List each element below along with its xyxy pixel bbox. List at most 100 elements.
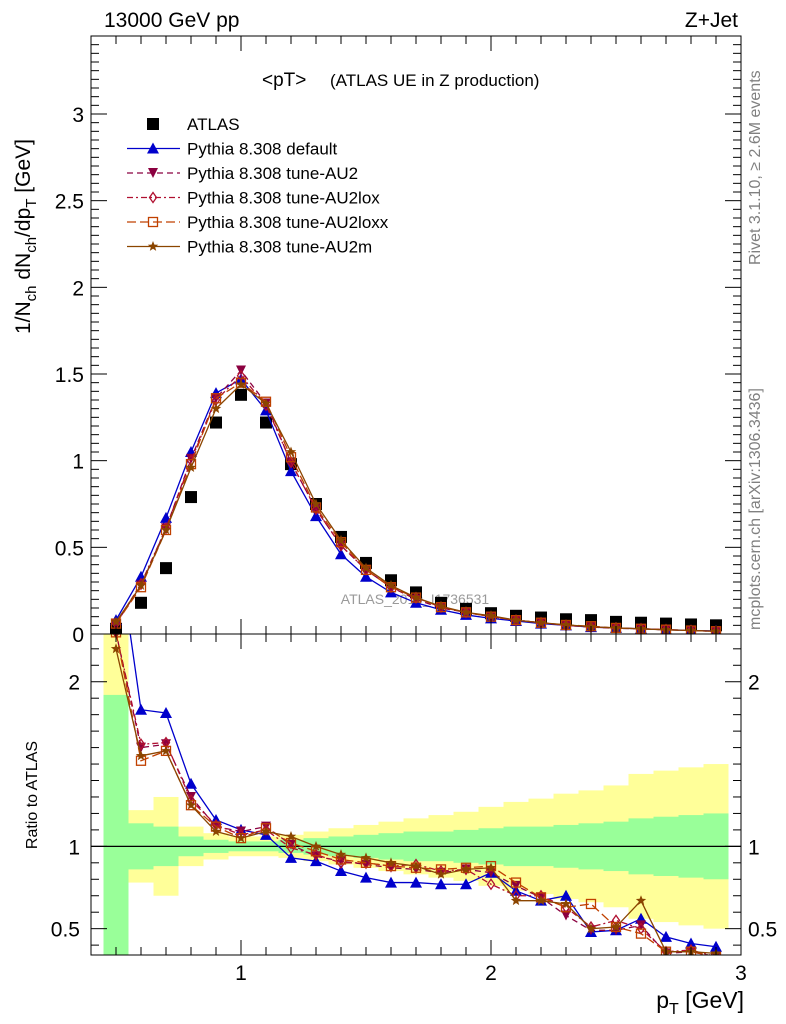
legend-marker-au2loxx (147, 216, 159, 228)
ratio-point-au2m (135, 750, 147, 761)
point-data (210, 416, 222, 429)
ratio-point-au2m (410, 860, 422, 871)
ratio-point-au2m (310, 840, 322, 851)
ratio-point-default (135, 703, 147, 715)
point-default (310, 510, 322, 522)
ratio-series-group (110, 528, 722, 955)
y-tick-label: 1 (72, 451, 84, 474)
mcplots-label: mcplots.cern.ch [arXiv:1306.3436] (747, 388, 764, 630)
ratio-point-au2 (236, 826, 246, 837)
y-label-part: [GeV] (12, 139, 35, 199)
legend-label-data: ATLAS (187, 115, 240, 134)
legend-marker-default (147, 142, 159, 154)
ratio-point-au2m (585, 923, 597, 934)
ratio-point-default (385, 876, 397, 888)
point-au2loxx (210, 393, 222, 404)
point-au2m (310, 498, 322, 509)
x-label-part: [GeV] (679, 987, 744, 1013)
ratio-point-default (685, 937, 697, 949)
point-default (360, 570, 372, 582)
ratio-y-tick-label-right: 0.5 (748, 919, 777, 942)
point-au2m (235, 378, 247, 389)
point-data (160, 562, 172, 575)
y-tick-label: 3 (72, 104, 84, 127)
ratio-point-au2loxx (510, 877, 522, 888)
ratio-y-tick-label: 0.5 (51, 919, 80, 942)
point-au2lox (286, 456, 296, 469)
legend-marker-data (147, 118, 159, 130)
ratio-point-au2lox (311, 848, 321, 861)
point-au2m (435, 600, 447, 611)
ratio-point-au2lox (686, 943, 696, 955)
legend-marker-au2m (147, 241, 159, 251)
ratio-point-au2m (535, 895, 547, 906)
point-au2m (410, 592, 422, 602)
legend-marker-au2 (148, 168, 158, 178)
y-tick-label: 2.5 (55, 191, 84, 214)
process-label: Z+Jet (685, 9, 738, 32)
legend: ATLAS Pythia 8.308 default Pythia 8.308 tu… (127, 115, 389, 257)
y-tick-label: 1.5 (55, 364, 84, 387)
point-au2m (460, 606, 472, 617)
y-label-subscript: T (23, 199, 40, 208)
y-label-subscript: ch (23, 237, 40, 253)
x-tick-label: 2 (485, 962, 497, 985)
ratio-point-au2m (560, 898, 572, 909)
y-label-subscript: ch (23, 285, 40, 301)
axes-group: 1 2 300.511.522.530.5 0.51 12 2 (51, 35, 777, 985)
ratio-point-au2m (460, 863, 472, 874)
point-default (285, 465, 297, 477)
legend-marker-au2lox (148, 191, 158, 204)
ratio-point-au2lox (486, 878, 496, 891)
main-y-axis-label: 1/Nch dNch/dpT [GeV] (12, 139, 40, 334)
ratio-point-au2lox (586, 920, 596, 934)
rivet-label: Rivet 3.1.10, ≥ 2.6M events (747, 70, 764, 265)
y-label-part: dN (12, 253, 35, 286)
point-au2m (335, 534, 347, 545)
ratio-point-au2 (636, 920, 646, 931)
ratio-point-default (360, 871, 372, 883)
point-au2m (135, 580, 147, 590)
ratio-point-au2m (510, 895, 522, 906)
ratio-point-au2loxx (585, 898, 597, 910)
ratio-point-au2lox (136, 738, 146, 751)
point-au2m (285, 446, 297, 457)
point-data (135, 596, 147, 609)
ratio-point-au2loxx (635, 928, 647, 939)
ratio-point-au2 (561, 910, 571, 921)
point-au2m (385, 580, 397, 590)
y-tick-label: 0 (72, 624, 84, 647)
point-default (335, 548, 347, 560)
legend-label-au2lox: Pythia 8.308 tune-AU2lox (187, 189, 380, 208)
point-au2lox (661, 623, 671, 634)
plot-title-main: <pT> (262, 70, 306, 91)
point-au2m (110, 616, 122, 627)
x-tick-label: 1 (235, 962, 247, 985)
ratio-point-default (560, 889, 572, 901)
ratio-y-tick-label-right: 1 (748, 836, 760, 859)
ratio-point-au2m (185, 799, 197, 810)
x-tick-label: 3 (735, 962, 747, 985)
point-au2m (485, 610, 497, 621)
ratio-point-au2lox (336, 856, 346, 869)
ratio-point-default (110, 528, 122, 539)
ratio-point-default (410, 876, 422, 888)
ratio-point-au2m (610, 921, 622, 932)
legend-label-au2m: Pythia 8.308 tune-AU2m (187, 238, 372, 257)
point-au2m (260, 398, 272, 408)
ratio-point-default (160, 707, 172, 719)
y-tick-label: 0.5 (55, 537, 84, 560)
ratio-point-default (460, 878, 472, 890)
ratio-point-au2m (260, 826, 272, 836)
point-data (260, 416, 272, 429)
ratio-point-au2m (285, 831, 297, 841)
point-au2lox (161, 522, 171, 535)
ratio-point-au2m (385, 857, 397, 868)
ratio-point-au2m (160, 745, 172, 756)
point-data (235, 388, 247, 401)
y-tick-label: 2 (72, 277, 84, 300)
legend-label-default: Pythia 8.308 default (187, 140, 338, 159)
point-au2m (160, 524, 172, 535)
ratio-point-au2m (435, 868, 447, 879)
